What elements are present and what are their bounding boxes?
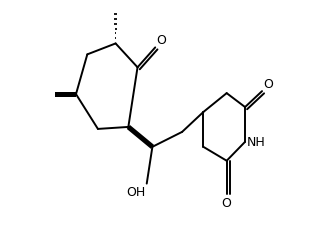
Text: OH: OH <box>126 185 146 198</box>
Polygon shape <box>127 125 154 149</box>
Text: O: O <box>263 78 273 91</box>
Text: O: O <box>156 34 166 47</box>
Text: O: O <box>222 196 231 209</box>
Text: NH: NH <box>247 136 266 149</box>
Polygon shape <box>55 92 76 97</box>
